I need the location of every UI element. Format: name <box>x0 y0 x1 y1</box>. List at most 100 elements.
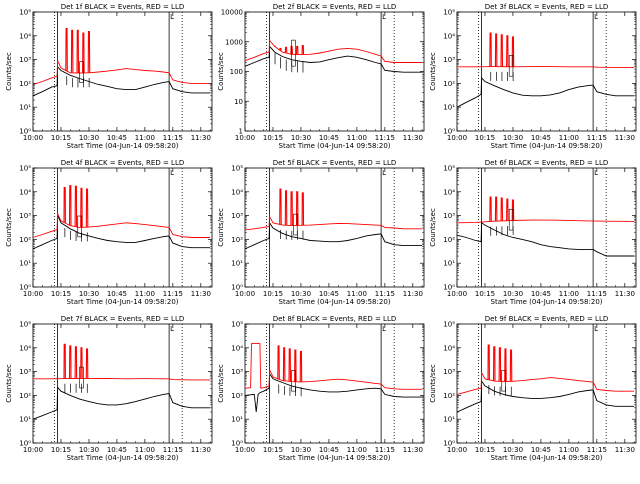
x-tick-label: 10:30 <box>291 290 311 298</box>
events-series <box>456 221 635 257</box>
y-axis-label: Counts/sec <box>217 52 225 91</box>
lld-spike <box>70 29 74 73</box>
x-tick-label: 10:00 <box>235 446 255 454</box>
y-tick-label: 10¹ <box>443 104 455 112</box>
y-tick-label: 1000 <box>225 38 243 46</box>
panel-title: Det 5f BLACK = Events, RED = LLD <box>273 159 396 167</box>
y-tick-label: 10⁴ <box>443 344 455 352</box>
lld-spike <box>301 192 305 226</box>
panel-1: Det 1f BLACK = Events, RED = LLD 10⁰ 10¹ 10… <box>5 3 213 150</box>
panel-title: Det 8f BLACK = Events, RED = LLD <box>273 315 396 323</box>
lld-spike <box>487 344 490 380</box>
y-tick-label: 10⁴ <box>19 344 31 352</box>
l-marker: L <box>170 325 174 333</box>
y-axis-label: Counts/sec <box>5 364 13 403</box>
lld-spike <box>506 198 509 221</box>
lld-spike <box>301 44 305 55</box>
panel-2: Det 2f BLACK = Events, RED = LLD 1 10 100 10… <box>217 3 425 150</box>
y-tick-label: 10⁴ <box>443 32 455 40</box>
lld-spike <box>65 28 68 71</box>
events-box <box>291 39 296 67</box>
y-axis-label: Counts/sec <box>429 52 437 91</box>
x-tick-label: 11:15 <box>163 134 183 142</box>
l-marker: L <box>594 169 598 177</box>
lld-spike <box>74 185 78 227</box>
y-tick-label: 10⁴ <box>443 188 455 196</box>
y-tick-label: 10⁰ <box>19 284 31 292</box>
lld-series <box>244 215 423 231</box>
y-tick-label: 10⁰ <box>443 128 455 136</box>
x-axis-label: Start Time (04-Jun-14 09:58:20) <box>67 298 179 306</box>
panel-title: Det 4f BLACK = Events, RED = LLD <box>61 159 184 167</box>
panel-5: Det 5f BLACK = Events, RED = LLD 10⁰ 10¹ 10… <box>217 159 425 306</box>
y-tick-label: 10³ <box>443 56 455 64</box>
lld-series <box>32 60 211 85</box>
x-tick-label: 10:00 <box>235 290 255 298</box>
lld-spike <box>504 348 507 382</box>
x-tick-label: 11:30 <box>191 134 211 142</box>
y-tick-label: 10¹ <box>19 104 31 112</box>
x-axis-label: Start Time (04-Jun-14 09:58:20) <box>279 298 391 306</box>
panel-3: Det 3f BLACK = Events, RED = LLD 10⁰ 10¹ 10… <box>429 3 637 150</box>
x-tick-label: 10:30 <box>79 290 99 298</box>
events-box <box>77 215 82 238</box>
x-tick-label: 11:15 <box>163 446 183 454</box>
x-tick-label: 10:30 <box>503 134 523 142</box>
x-axis-label: Start Time (04-Jun-14 09:58:20) <box>279 142 391 150</box>
y-tick-label: 10⁵ <box>443 9 455 17</box>
x-tick-label: 10:45 <box>531 134 551 142</box>
y-tick-label: 10⁴ <box>231 188 243 196</box>
y-tick-label: 10² <box>231 236 243 244</box>
lld-spike <box>489 32 492 67</box>
y-tick-label: 10¹ <box>443 260 455 268</box>
y-tick-label: 10¹ <box>19 260 31 268</box>
l-marker: L <box>382 169 386 177</box>
lld-spike <box>492 346 496 382</box>
lld-spike <box>288 348 292 382</box>
y-tick-label: 10⁴ <box>231 344 243 352</box>
y-tick-label: 10⁵ <box>19 9 31 17</box>
x-tick-label: 11:30 <box>615 446 635 454</box>
lld-spike <box>74 346 78 379</box>
y-tick-label: 10³ <box>19 212 31 220</box>
y-tick-label: 10⁵ <box>443 165 455 173</box>
x-tick-label: 10:30 <box>291 134 311 142</box>
x-tick-label: 11:00 <box>135 134 155 142</box>
events-series <box>244 372 423 413</box>
y-tick-label: 10² <box>19 392 31 400</box>
events-box <box>79 366 84 389</box>
x-tick-label: 10:30 <box>503 446 523 454</box>
y-tick-label: 10² <box>231 392 243 400</box>
x-axis-label: Start Time (04-Jun-14 09:58:20) <box>491 298 603 306</box>
x-tick-label: 11:15 <box>587 290 607 298</box>
x-tick-label: 10:15 <box>475 446 495 454</box>
x-tick-label: 10:45 <box>319 446 339 454</box>
panel-title: Det 7f BLACK = Events, RED = LLD <box>61 315 184 323</box>
l-marker: L <box>382 325 386 333</box>
x-tick-label: 10:45 <box>531 446 551 454</box>
y-tick-label: 10² <box>443 236 455 244</box>
lld-spike <box>282 347 286 381</box>
lld-spike <box>80 347 83 379</box>
lld-spike <box>290 191 293 226</box>
y-tick-label: 10¹ <box>443 416 455 424</box>
y-tick-label: 10³ <box>19 56 31 64</box>
lld-spike <box>506 35 509 67</box>
x-tick-label: 11:00 <box>559 446 579 454</box>
y-tick-label: 1 <box>239 128 243 136</box>
plot-frame <box>32 323 213 444</box>
lld-spike <box>295 191 299 226</box>
lld-spike <box>85 348 89 379</box>
x-tick-label: 10:15 <box>263 290 283 298</box>
lld-spike <box>87 31 91 73</box>
events-box <box>293 213 298 236</box>
l-marker: L <box>382 13 386 21</box>
x-tick-label: 10:15 <box>51 446 71 454</box>
x-tick-label: 11:15 <box>587 446 607 454</box>
x-tick-label: 11:30 <box>615 290 635 298</box>
lld-spike <box>68 185 72 226</box>
x-tick-label: 11:00 <box>559 134 579 142</box>
y-tick-label: 10³ <box>443 368 455 376</box>
x-tick-label: 10:45 <box>319 134 339 142</box>
